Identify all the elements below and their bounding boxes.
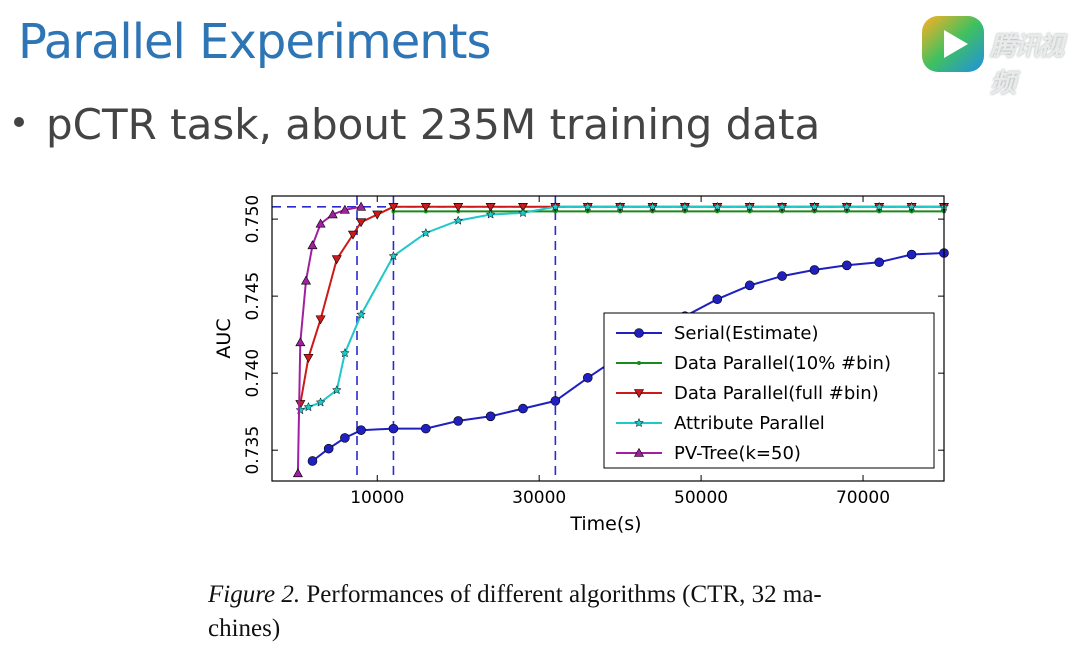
y-tick-label: 0.745	[243, 272, 263, 321]
data-point-pv-tree-k-50	[295, 337, 306, 347]
data-point-data-parallel-full-bin	[295, 400, 306, 410]
data-point-data-parallel-full-bin	[303, 353, 314, 363]
video-logo-icon	[922, 16, 984, 72]
data-point-attribute-parallel	[647, 201, 658, 211]
data-point-serial-estimate	[356, 425, 366, 435]
data-point-serial-estimate	[712, 294, 723, 305]
data-point-attribute-parallel	[485, 209, 496, 219]
data-point-attribute-parallel	[420, 227, 431, 238]
data-point-serial-estimate	[421, 423, 431, 434]
data-point-serial-estimate	[323, 443, 334, 454]
bullet-item: pCTR task, about 235M training data	[14, 100, 820, 149]
data-point-data-parallel-full-bin	[420, 202, 431, 212]
legend-marker-attribute-parallel	[634, 417, 644, 428]
legend-label-serial-estimate: Serial(Estimate)	[674, 323, 818, 344]
axes-frame	[271, 195, 945, 482]
data-point-data-parallel-full-bin	[485, 202, 496, 212]
legend-marker-serial-estimate	[634, 328, 644, 338]
caption-label: Figure 2.	[208, 581, 301, 608]
data-point-serial-estimate	[744, 280, 755, 291]
x-tick-label: 70000	[836, 488, 890, 508]
legend-box	[603, 312, 935, 469]
data-point-attribute-parallel	[303, 401, 314, 412]
legend-marker-data-parallel-10-bin	[637, 361, 641, 365]
data-point-attribute-parallel	[679, 201, 690, 211]
data-point-serial-estimate	[550, 396, 561, 406]
data-point-serial-estimate	[906, 249, 917, 260]
data-point-attribute-parallel	[453, 215, 464, 225]
x-tick-label: 10000	[350, 488, 404, 508]
data-point-attribute-parallel	[615, 201, 626, 211]
data-point-attribute-parallel	[582, 201, 593, 211]
data-point-pv-tree-k-50	[356, 201, 367, 211]
legend-marker-pv-tree-k-50	[633, 447, 645, 457]
data-point-attribute-parallel	[906, 201, 917, 211]
data-point-serial-estimate	[340, 433, 350, 443]
data-point-attribute-parallel	[777, 201, 788, 211]
data-point-data-parallel-full-bin	[331, 255, 342, 265]
data-point-serial-estimate	[485, 411, 496, 422]
data-point-attribute-parallel	[356, 309, 366, 319]
series-line-attribute-parallel	[299, 205, 944, 412]
y-tick-label: 0.750	[243, 195, 263, 244]
data-point-serial-estimate	[809, 265, 820, 275]
data-point-pv-tree-k-50	[300, 275, 312, 285]
data-point-pv-tree-k-50	[315, 218, 326, 228]
data-point-serial-estimate	[518, 403, 528, 414]
series-attribute-parallel	[295, 201, 949, 415]
data-point-data-parallel-full-bin	[347, 230, 358, 240]
logo-text: 腾讯视频	[990, 32, 1064, 99]
legend-label-data-parallel-full-bin: Data Parallel(full #bin)	[674, 383, 879, 404]
slide-title: Parallel Experiments	[18, 14, 491, 70]
data-point-data-parallel-full-bin	[453, 202, 464, 212]
data-point-pv-tree-k-50	[339, 204, 350, 214]
data-point-attribute-parallel	[339, 347, 350, 358]
data-point-serial-estimate	[388, 423, 399, 434]
x-axis-label: Time(s)	[569, 513, 641, 535]
data-point-data-parallel-full-bin	[517, 202, 529, 212]
y-tick-label: 0.740	[243, 349, 263, 398]
data-point-pv-tree-k-50	[307, 240, 318, 250]
x-tick-label: 30000	[512, 488, 566, 508]
data-point-serial-estimate	[307, 456, 318, 466]
data-point-attribute-parallel	[841, 201, 852, 211]
data-point-serial-estimate	[582, 372, 593, 383]
data-point-data-parallel-full-bin	[356, 218, 367, 228]
data-point-serial-estimate	[777, 271, 787, 281]
y-axis-label: AUC	[213, 318, 235, 358]
legend-marker-data-parallel-full-bin	[633, 389, 645, 399]
data-point-serial-estimate	[453, 416, 464, 426]
caption-line1: Performances of different algorithms (CT…	[306, 581, 822, 608]
data-point-data-parallel-full-bin	[315, 315, 326, 325]
data-point-pv-tree-k-50	[327, 209, 338, 219]
legend-label-attribute-parallel: Attribute Parallel	[674, 413, 825, 434]
data-point-attribute-parallel	[518, 207, 528, 218]
data-point-data-parallel-full-bin	[372, 210, 383, 220]
data-point-attribute-parallel	[744, 201, 755, 211]
y-tick-label: 0.735	[243, 426, 263, 475]
figure-caption: Figure 2. Performances of different algo…	[208, 578, 943, 646]
data-point-attribute-parallel	[388, 250, 399, 261]
series-pv-tree-k-50	[292, 201, 367, 478]
data-point-serial-estimate	[874, 257, 885, 268]
data-point-data-parallel-full-bin	[388, 202, 399, 212]
data-point-serial-estimate	[842, 260, 852, 271]
caption-line2: chines)	[208, 615, 281, 642]
x-tick-label: 50000	[674, 488, 728, 508]
data-point-attribute-parallel	[712, 201, 723, 211]
data-point-attribute-parallel	[331, 384, 342, 395]
data-point-attribute-parallel	[550, 201, 561, 211]
legend-label-data-parallel-10-bin: Data Parallel(10% #bin)	[674, 353, 891, 374]
legend-label-pv-tree-k-50: PV-Tree(k=50)	[674, 443, 801, 464]
data-point-pv-tree-k-50	[292, 468, 303, 478]
bullet-dot-icon	[14, 116, 24, 127]
data-point-attribute-parallel	[315, 397, 326, 407]
data-point-attribute-parallel	[874, 201, 885, 211]
data-point-attribute-parallel	[809, 201, 820, 211]
bullet-text: pCTR task, about 235M training data	[46, 100, 821, 149]
